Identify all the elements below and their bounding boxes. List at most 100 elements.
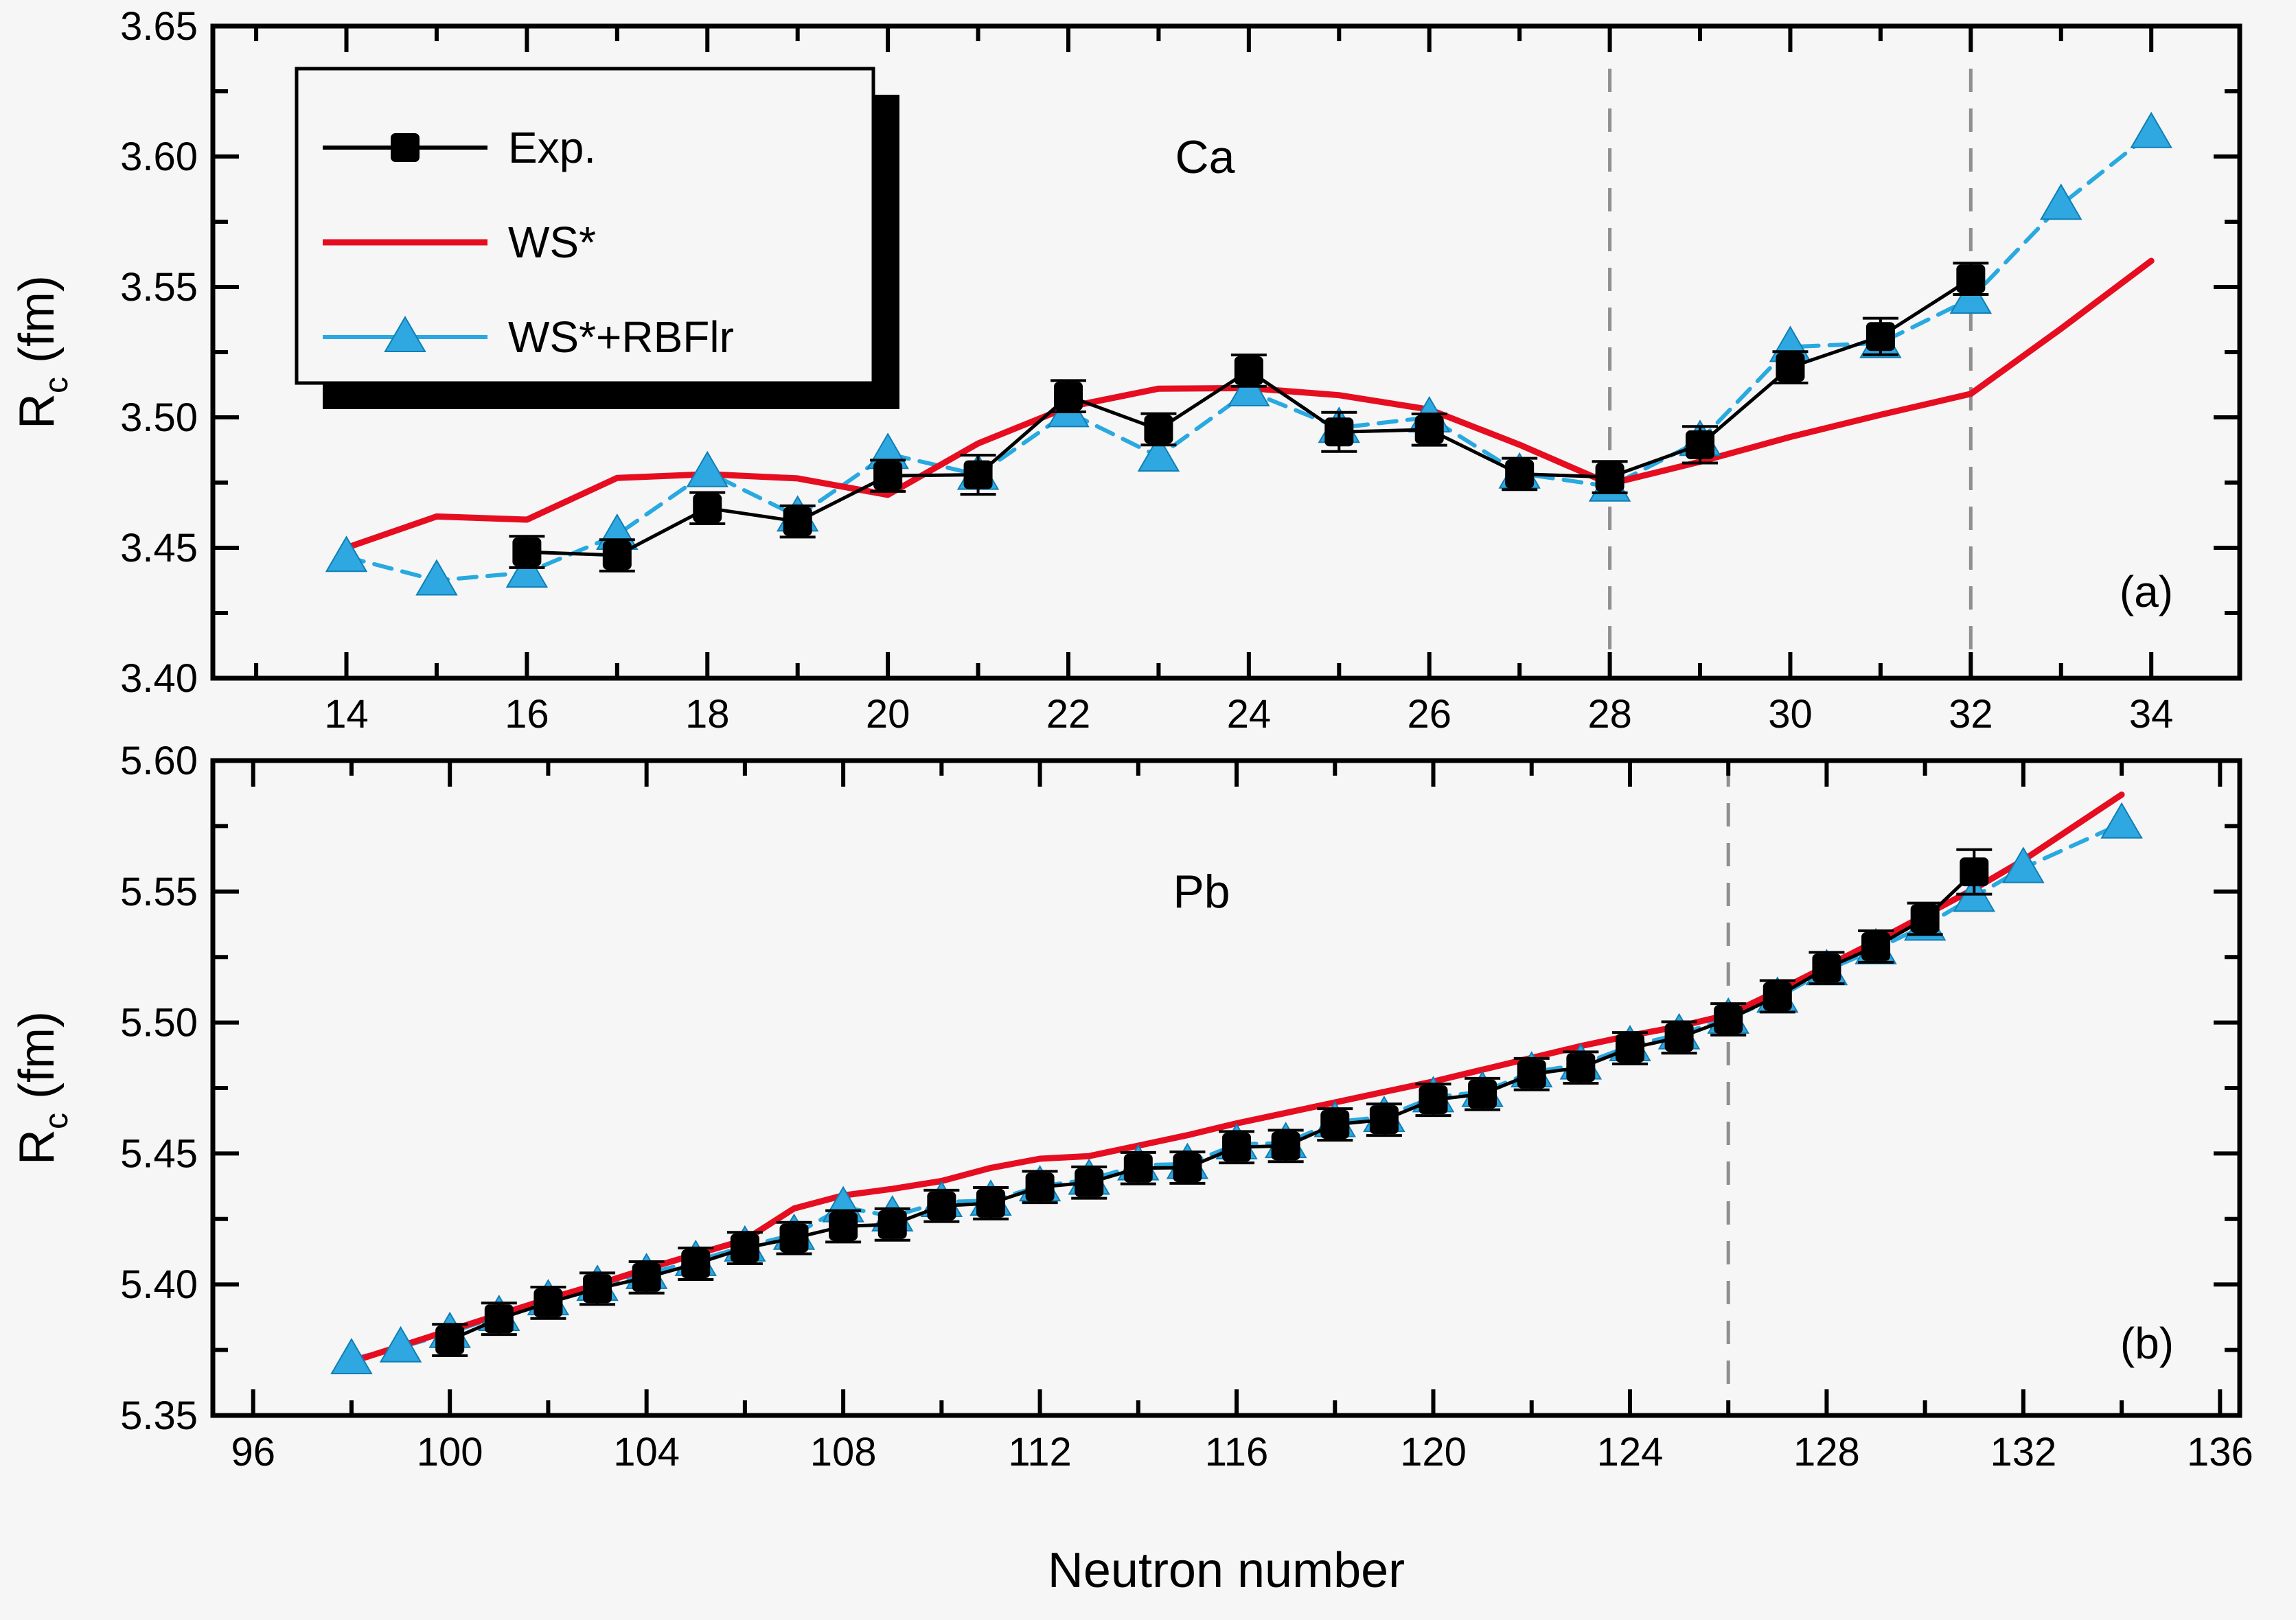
x-tick-label-18: 18 — [685, 692, 730, 737]
y-tick-label-3.45: 3.45 — [120, 526, 198, 570]
y-tick-label-3.65: 3.65 — [120, 4, 198, 49]
square-marker-N109 — [877, 1210, 907, 1239]
panel-b-title: Pb — [1173, 866, 1230, 918]
y-tick-label-5.40: 5.40 — [120, 1262, 198, 1307]
square-marker-N28 — [1595, 463, 1625, 492]
legend-entry-ws: WS* — [323, 218, 596, 267]
square-marker-N108 — [829, 1212, 858, 1241]
square-marker-N31 — [1866, 322, 1895, 351]
y-axis-title-panel-b: Rc (fm) — [10, 1011, 75, 1165]
ylabel-subscript: c — [38, 1113, 75, 1129]
x-tick-label-108: 108 — [810, 1430, 877, 1474]
y-tick-label-3.60: 3.60 — [120, 135, 198, 179]
square-marker-N120 — [1419, 1085, 1448, 1115]
x-tick-label-22: 22 — [1046, 692, 1091, 737]
y-tick-label-3.50: 3.50 — [120, 395, 198, 440]
square-marker-N130 — [1910, 904, 1940, 934]
ylabel-subscript: c — [38, 377, 75, 393]
square-marker-N102 — [533, 1288, 563, 1317]
panel-b-border — [210, 758, 2242, 1418]
square-marker-N27 — [1505, 459, 1535, 489]
y-tick-label-5.55: 5.55 — [120, 870, 198, 914]
legend-entry-rbf: WS*+RBFlr — [323, 312, 734, 362]
triangle-marker-N99 — [379, 1326, 422, 1363]
square-marker-N106 — [730, 1234, 759, 1263]
square-marker-N119 — [1369, 1105, 1399, 1135]
triangle-marker-N98 — [330, 1337, 373, 1374]
panel-a-tag: (a) — [2120, 567, 2173, 616]
square-marker-N114 — [1123, 1153, 1153, 1183]
triangle-marker-N24 — [1228, 370, 1270, 406]
legend-exp-label: Exp. — [508, 123, 596, 172]
x-tick-label-14: 14 — [324, 692, 369, 737]
square-marker-N25 — [1324, 417, 1354, 447]
x-tick-label-136: 136 — [2187, 1430, 2253, 1474]
square-marker-N16 — [512, 537, 542, 567]
x-tick-label-104: 104 — [613, 1430, 680, 1474]
square-marker-N122 — [1517, 1059, 1546, 1089]
x-tick-label-20: 20 — [866, 692, 910, 737]
x-tick-label-120: 120 — [1400, 1430, 1467, 1474]
triangle-marker-N132 — [2002, 846, 2045, 883]
triangle-marker-N134 — [2100, 802, 2143, 839]
triangle-marker-N33 — [2040, 183, 2082, 220]
square-marker-N131 — [1960, 857, 1989, 887]
y-tick-label-5.50: 5.50 — [120, 1001, 198, 1045]
ylabel-unit: (fm) — [10, 275, 65, 377]
x-tick-label-24: 24 — [1227, 692, 1272, 737]
triangle-marker-N18 — [686, 450, 728, 487]
square-marker-N100 — [435, 1326, 465, 1355]
triangle-marker-N32 — [1949, 277, 1993, 314]
square-marker-N124 — [1615, 1033, 1644, 1063]
square-marker-N17 — [602, 541, 632, 570]
panel-b: 96 100 104 108 112 116 120 124 128 132 136 5.35 5.40… — [120, 739, 2253, 1474]
y-tick-label-5.35: 5.35 — [120, 1393, 198, 1438]
triangle-marker-N34 — [2130, 111, 2172, 148]
ylabel-main: R — [10, 393, 65, 429]
square-marker-N104 — [632, 1262, 661, 1292]
triangle-marker-N15 — [415, 559, 458, 596]
y-tick-label-5.45: 5.45 — [120, 1131, 198, 1176]
square-marker-N123 — [1566, 1053, 1596, 1083]
triangle-marker-N16 — [505, 551, 549, 588]
square-marker-N113 — [1075, 1168, 1104, 1197]
square-marker-N29 — [1686, 430, 1715, 459]
x-tick-label-116: 116 — [1205, 1430, 1268, 1474]
legend-ws-label: WS* — [508, 218, 596, 267]
series-line-exp — [449, 870, 1976, 1342]
square-marker-N111 — [976, 1188, 1005, 1218]
x-tick-label-96: 96 — [231, 1430, 275, 1474]
panel-b-tag: (b) — [2120, 1319, 2174, 1368]
square-marker-N20 — [873, 461, 903, 491]
x-tick-label-26: 26 — [1407, 692, 1451, 737]
ylabel-main: R — [10, 1129, 65, 1165]
square-marker-N112 — [1025, 1172, 1055, 1202]
square-marker-N23 — [1144, 415, 1173, 444]
y-tick-label-3.55: 3.55 — [120, 265, 198, 310]
square-marker-N19 — [783, 507, 812, 536]
ylabel-unit: (fm) — [10, 1011, 65, 1113]
x-tick-label-100: 100 — [417, 1430, 483, 1474]
square-marker-N103 — [583, 1274, 612, 1304]
x-tick-label-16: 16 — [505, 692, 549, 737]
panel-a-title: Ca — [1175, 131, 1235, 183]
square-marker-N107 — [779, 1223, 809, 1253]
square-marker-N126 — [1714, 1005, 1743, 1034]
x-tick-label-28: 28 — [1587, 692, 1632, 737]
x-tick-label-112: 112 — [1008, 1430, 1071, 1474]
x-tick-label-32: 32 — [1949, 692, 1993, 737]
square-marker-N121 — [1468, 1079, 1497, 1109]
legend-exp-square-marker — [391, 133, 420, 162]
x-tick-label-124: 124 — [1597, 1430, 1664, 1474]
square-marker-N22 — [1053, 382, 1083, 411]
square-marker-N117 — [1271, 1131, 1300, 1161]
y-axis-title-panel-a: Rc (fm) — [10, 275, 75, 429]
x-axis-title: Neutron number — [1048, 1543, 1405, 1598]
square-marker-N127 — [1763, 982, 1792, 1011]
legend: Exp. WS* WS*+RBFlr — [295, 67, 899, 409]
legend-rbf-label: WS*+RBFlr — [508, 312, 734, 362]
square-marker-N129 — [1861, 931, 1891, 961]
triangle-marker-N23 — [1137, 435, 1180, 472]
